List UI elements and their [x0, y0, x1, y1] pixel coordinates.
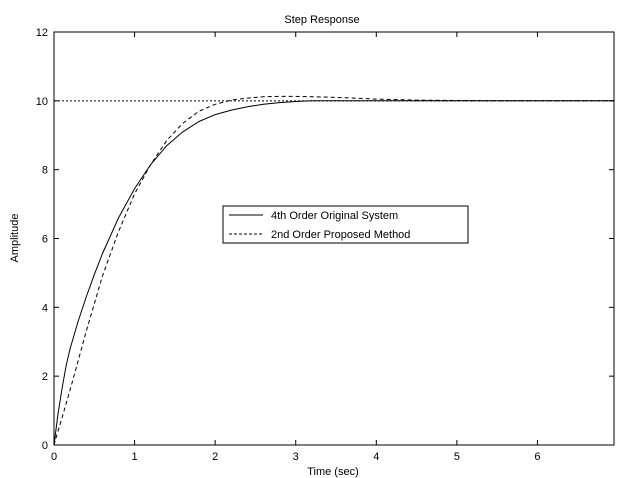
series-line-proposed	[53, 95, 614, 446]
legend-label-original: 4th Order Original System	[271, 210, 398, 222]
x-tick-label: 6	[534, 451, 540, 463]
y-tick-label: 8	[42, 165, 48, 177]
legend-label-proposed: 2nd Order Proposed Method	[271, 229, 410, 241]
y-tick-label: 2	[42, 371, 48, 383]
series-group	[53, 95, 614, 446]
y-axis-label: Amplitude	[9, 214, 21, 263]
series-line-original	[53, 100, 614, 446]
legend-box	[222, 205, 469, 244]
legend: 4th Order Original System 2nd Order Prop…	[222, 205, 469, 244]
x-tick-label: 4	[373, 451, 379, 463]
x-tick-label: 1	[132, 451, 138, 463]
x-tick-label: 3	[293, 451, 299, 463]
x-tick-label: 0	[51, 451, 57, 463]
y-tick-label: 10	[36, 96, 48, 108]
x-axis-label: Time (sec)	[307, 466, 359, 478]
x-tick-label: 2	[212, 451, 218, 463]
y-tick-label: 0	[42, 440, 48, 452]
y-tick-label: 6	[42, 234, 48, 246]
chart-title: Step Response	[284, 14, 359, 26]
y-tick-label: 12	[36, 27, 48, 39]
y-tick-label: 4	[42, 302, 48, 314]
x-tick-label: 5	[454, 451, 460, 463]
